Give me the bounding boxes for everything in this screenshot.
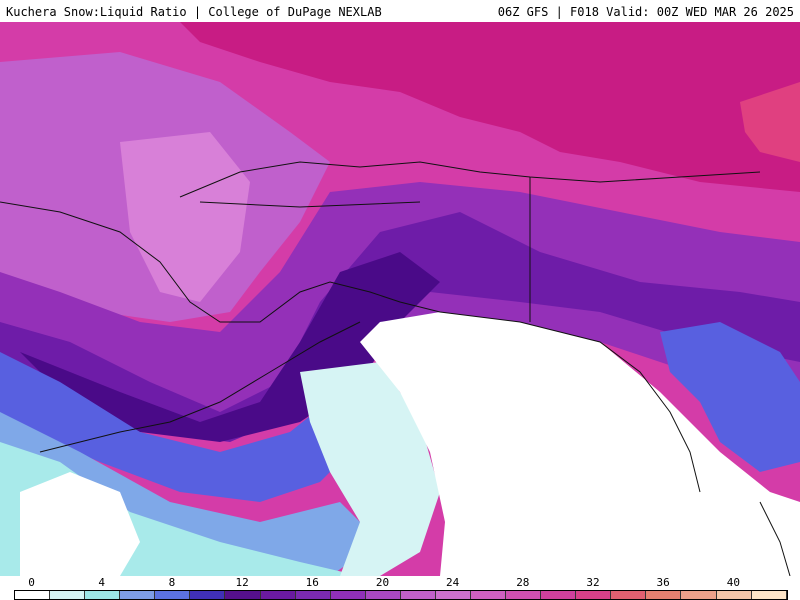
colorbar-swatch: [295, 591, 331, 599]
ratio-field-magenta-dark: [180, 22, 800, 192]
colorbar-swatch: [751, 591, 787, 599]
colorbar-tick-label: 12: [235, 576, 249, 589]
colorbar-tick-label: 36: [656, 576, 670, 589]
coastline-outlines: [0, 161, 791, 576]
colorbar-swatch: [50, 591, 86, 599]
colorbar-swatch: [716, 591, 752, 599]
model-run-info: 06Z GFS | F018 Valid: 00Z WED MAR 26 202…: [497, 5, 794, 19]
ratio-field-orchid-light: [120, 132, 250, 302]
ratio-field-blue-east: [660, 322, 800, 472]
colorbar-legend: 0 4 8 12 16 20 24 28 32 36 40: [0, 576, 800, 600]
ratio-field-blue: [0, 352, 360, 502]
colorbar-swatch: [611, 591, 647, 599]
colorbar-swatch: [120, 591, 156, 599]
colorbar-swatch: [506, 591, 542, 599]
header-bar: Kuchera Snow:Liquid Ratio | College of D…: [0, 0, 800, 22]
colorbar-tick-label: 40: [726, 576, 740, 589]
colorbar-tick-labels: 0 4 8 12 16 20 24 28 32 36 40: [0, 576, 800, 590]
colorbar-tick-label: 16: [305, 576, 319, 589]
colorbar-swatch: [260, 591, 296, 599]
map-title: Kuchera Snow:Liquid Ratio | College of D…: [6, 5, 382, 19]
colorbar-swatch: [330, 591, 366, 599]
colorbar-tick-label: 4: [98, 576, 106, 589]
colorbar-swatch: [190, 591, 226, 599]
colorbar-swatch: [471, 591, 507, 599]
colorbar-tick-label: 8: [168, 576, 176, 589]
colorbar-swatches: [14, 590, 788, 600]
colorbar-swatch: [435, 591, 472, 599]
snow-liquid-ratio-map: [0, 22, 800, 576]
ratio-field-pinkred: [740, 82, 800, 162]
colorbar-tick-label: 28: [516, 576, 530, 589]
colorbar-tick-label: 0: [28, 576, 35, 589]
colorbar-swatch: [681, 591, 717, 599]
ratio-field-cyan-light: [300, 362, 440, 576]
colorbar-swatch: [400, 591, 436, 599]
colorbar-tick-label: 20: [375, 576, 390, 589]
colorbar-swatch: [541, 591, 577, 599]
colorbar-swatch: [155, 591, 191, 599]
colorbar-swatch: [646, 591, 682, 599]
colorbar-swatch: [576, 591, 612, 599]
colorbar-swatch: [85, 591, 121, 599]
colorbar-tick-label: 24: [446, 576, 460, 589]
colorbar-tick-label: 32: [586, 576, 600, 589]
no-snow-area-gulf: [360, 312, 800, 576]
no-snow-area-bering: [20, 472, 140, 576]
colorbar-swatch: [365, 591, 401, 599]
colorbar-swatch: [15, 591, 51, 599]
colorbar-swatch: [225, 591, 261, 599]
